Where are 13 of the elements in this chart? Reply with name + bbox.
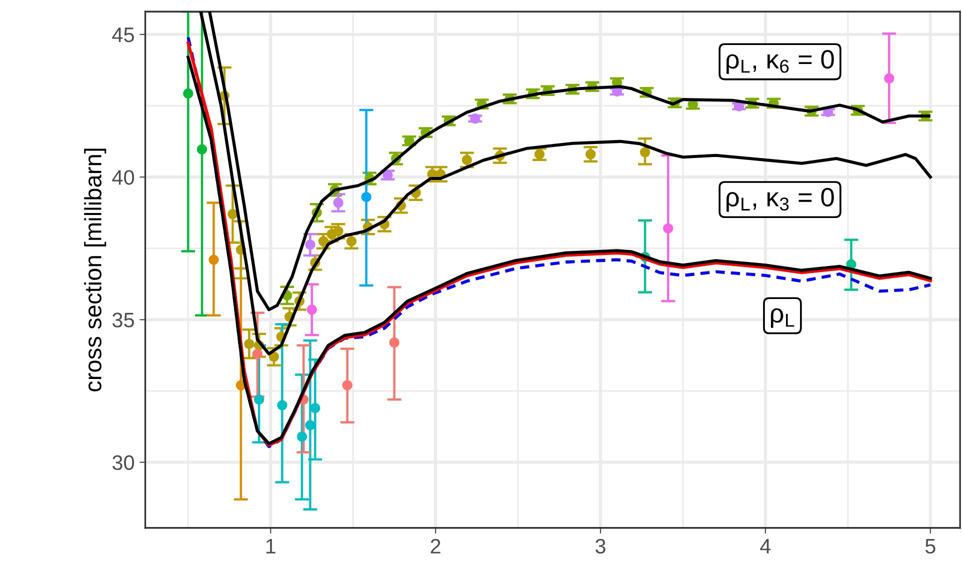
x-tick-label: 2 [430,538,440,554]
x-tick-label: 4 [760,539,771,554]
x-tick-label: 5 [925,539,936,554]
x-tick-label: 1 [266,539,276,554]
y-tick-label: 30 [112,455,134,470]
y-tick-label: 35 [112,312,134,328]
y-axis-title: cross section [millibarn] [84,148,106,392]
annotation: ρ$_{L}$, κ$_{6}$ = 0 [726,50,834,74]
x-tick-label: 3 [596,538,606,554]
annotation: ρ$_{L}$, κ$_{3}$ = 0 [726,188,834,212]
y-tick-label: 40 [112,170,134,185]
y-tick-label: 45 [112,28,134,42]
annotation: ρ$_{L}$ [770,308,794,328]
